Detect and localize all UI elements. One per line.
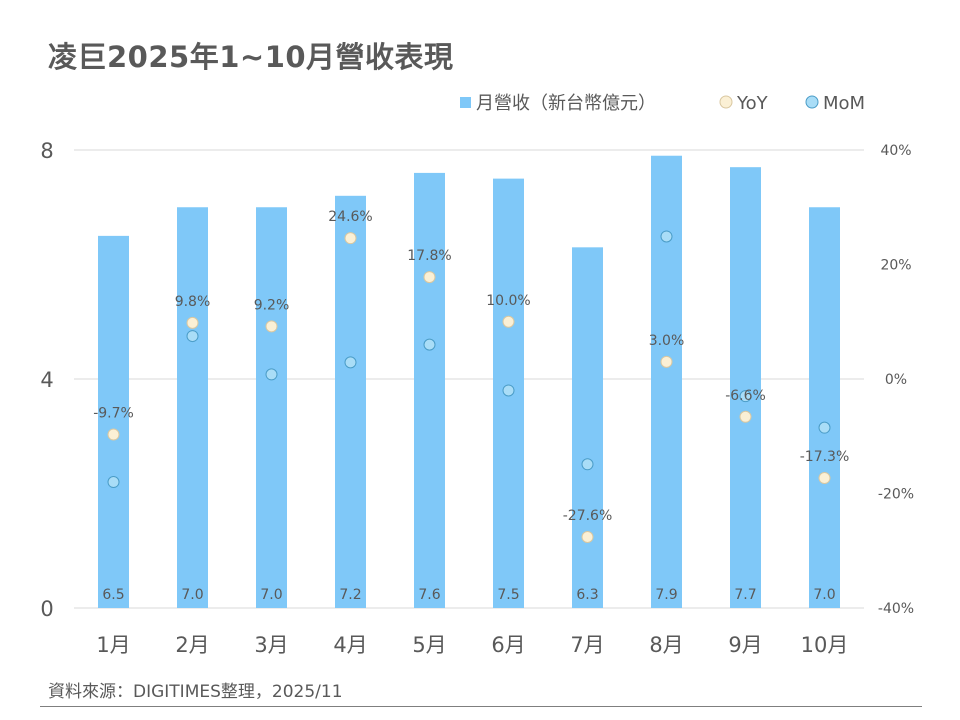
- yoy-data-label: 9.8%: [175, 294, 211, 310]
- yoy-labels: -9.7% 9.8% 9.2% 24.6% 17.8% 10.0% -27.6% 3.0% -6…: [93, 209, 849, 524]
- mom-point: [107, 476, 120, 489]
- right-axis: -40% -20% 0% 20% 40%: [878, 143, 914, 617]
- mom-point: [660, 230, 673, 243]
- revenue-value-label: 7.6: [418, 587, 440, 603]
- revenue-value-label: 7.9: [655, 587, 677, 603]
- x-tick-label: 3月: [254, 633, 288, 657]
- yoy-data-label: 24.6%: [328, 209, 372, 225]
- legend-label-mom: MoM: [823, 93, 865, 114]
- yoy-point: [186, 316, 199, 329]
- x-tick-label: 5月: [412, 633, 446, 657]
- revenue-value-label: 7.0: [181, 587, 203, 603]
- revenue-value-label: 7.2: [339, 587, 361, 603]
- revenue-value-label: 6.3: [576, 587, 598, 603]
- x-tick-label: 8月: [649, 633, 683, 657]
- left-axis-tick-label: 8: [40, 139, 53, 163]
- x-tick-label: 6月: [491, 633, 525, 657]
- yoy-point: [107, 428, 120, 441]
- revenue-bar: [572, 247, 603, 608]
- revenue-bar: [98, 235, 129, 608]
- yoy-point: [423, 271, 436, 284]
- revenue-bar: [177, 207, 208, 608]
- left-axis-tick-label: 0: [40, 597, 53, 621]
- yoy-points: [107, 232, 831, 544]
- revenue-bar-labels: 6.5 7.0 7.0 7.2 7.6 7.5 6.3 7.9 7.7 7.0: [102, 587, 835, 603]
- left-axis: 0 4 8: [40, 139, 53, 621]
- right-axis-tick-label: -40%: [878, 601, 914, 617]
- revenue-value-label: 6.5: [102, 587, 124, 603]
- legend-swatch-revenue: [460, 97, 471, 108]
- revenue-bar: [256, 207, 287, 608]
- mom-point: [739, 390, 752, 403]
- revenue-bars: [98, 155, 840, 609]
- yoy-point: [344, 232, 357, 245]
- right-axis-tick-label: -20%: [878, 487, 914, 503]
- revenue-bar: [809, 207, 840, 608]
- right-axis-tick-label: 40%: [880, 143, 911, 159]
- mom-point: [186, 330, 199, 343]
- revenue-value-label: 7.0: [813, 587, 835, 603]
- yoy-point: [818, 472, 831, 485]
- revenue-bar: [335, 195, 366, 609]
- revenue-value-label: 7.5: [497, 587, 519, 603]
- mom-point: [423, 338, 436, 351]
- yoy-data-label: 3.0%: [649, 333, 685, 349]
- mom-point: [502, 384, 515, 397]
- source-note: 資料來源：DIGITIMES整理，2025/11: [48, 682, 343, 702]
- yoy-point: [739, 410, 752, 423]
- mom-point: [344, 356, 357, 369]
- yoy-point: [502, 315, 515, 328]
- revenue-bar: [651, 155, 682, 608]
- chart-title: 凌巨2025年1~10月營收表現: [48, 40, 454, 74]
- legend: 月營收（新台幣億元） YoY MoM: [460, 93, 865, 114]
- mom-points: [107, 230, 831, 489]
- revenue-value-label: 7.0: [260, 587, 282, 603]
- yoy-point: [581, 531, 594, 544]
- yoy-data-label: 10.0%: [486, 293, 530, 309]
- yoy-point: [265, 320, 278, 333]
- x-tick-label: 1月: [96, 633, 130, 657]
- legend-label-yoy: YoY: [736, 93, 769, 114]
- left-axis-tick-label: 4: [40, 368, 53, 392]
- revenue-bar: [730, 167, 761, 609]
- x-tick-label: 7月: [570, 633, 604, 657]
- mom-point: [818, 421, 831, 434]
- yoy-point: [660, 355, 673, 368]
- yoy-data-label: -27.6%: [563, 508, 613, 524]
- x-tick-label: 4月: [333, 633, 367, 657]
- yoy-data-label: -9.7%: [93, 406, 134, 422]
- right-axis-tick-label: 0%: [885, 372, 907, 388]
- revenue-bar: [414, 172, 445, 608]
- revenue-value-label: 7.7: [734, 587, 756, 603]
- yoy-data-label: 17.8%: [407, 248, 451, 264]
- x-axis: 1月 2月 3月 4月 5月 6月 7月 8月 9月 10月: [96, 633, 848, 657]
- legend-swatch-yoy: [719, 95, 733, 109]
- legend-label-revenue: 月營收（新台幣億元）: [476, 93, 656, 114]
- footer-divider: [40, 706, 922, 707]
- mom-point: [581, 458, 594, 471]
- right-axis-tick-label: 20%: [880, 258, 911, 274]
- yoy-data-label: -6.6%: [725, 388, 766, 404]
- x-tick-label: 9月: [728, 633, 762, 657]
- yoy-data-label: 9.2%: [254, 297, 290, 313]
- mom-point: [265, 368, 278, 381]
- x-tick-label: 2月: [175, 633, 209, 657]
- legend-swatch-mom: [805, 95, 819, 109]
- yoy-data-label: -17.3%: [800, 449, 850, 465]
- x-tick-label: 10月: [801, 633, 849, 657]
